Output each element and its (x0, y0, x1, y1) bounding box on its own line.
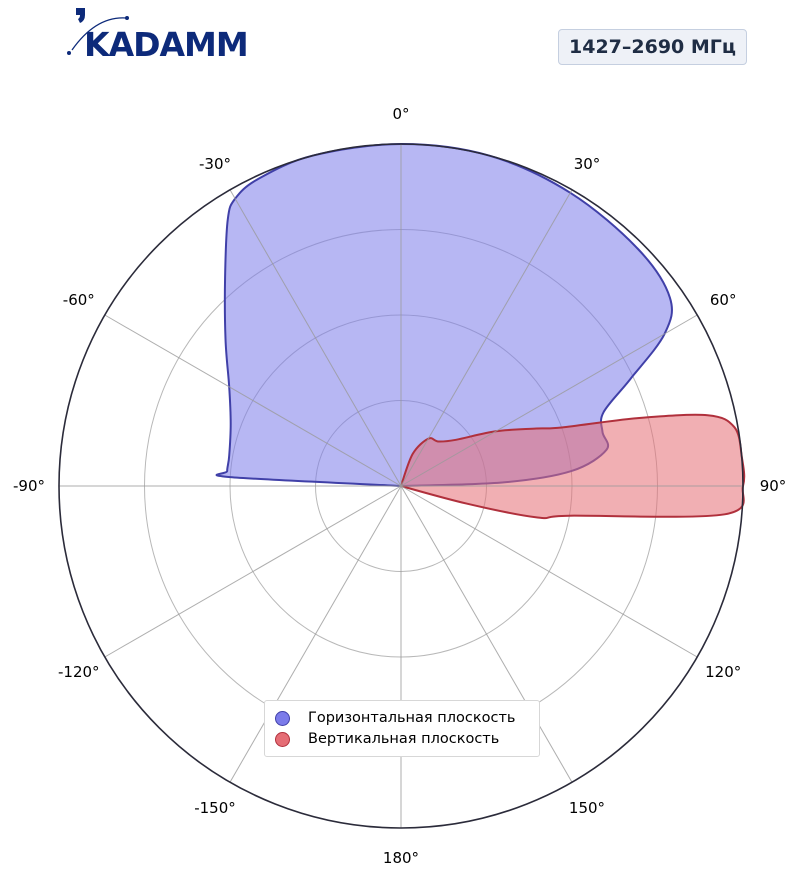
legend-label-horizontal: Горизонтальная плоскость (308, 710, 516, 726)
logo-mark: KADAMM (67, 8, 249, 64)
series-layer (215, 143, 746, 520)
angle-tick-label: -150° (194, 799, 236, 817)
angle-tick-labels: 0° 30° 60° 90° 120° 150° 180° -150° -120° -90° -60… (13, 105, 786, 867)
grid-spoke-7 (229, 485, 402, 783)
legend-item-vertical: Вертикальная плоскость (275, 729, 499, 749)
angle-tick-label: 120° (705, 663, 741, 681)
angle-tick-label: -30° (199, 155, 231, 173)
legend-item-horizontal: Горизонтальная плоскость (275, 708, 515, 728)
angle-tick-label: -90° (13, 477, 45, 495)
angle-tick-label: 180° (383, 849, 419, 867)
grid-spoke-2 (400, 314, 698, 487)
series-area-vertical (400, 413, 746, 520)
kadamm-logo: KADAMM (66, 6, 266, 64)
grid-spoke-11 (229, 189, 402, 487)
grid-spoke-5 (400, 485, 573, 783)
legend-marker-vertical (275, 731, 290, 747)
chart-legend: Горизонтальная плоскость Вертикальная пл… (264, 700, 540, 757)
angle-tick-label: 90° (760, 477, 787, 495)
outer-ring (58, 143, 744, 829)
polar-spokes (59, 144, 743, 828)
logo-text: KADAMM (84, 25, 248, 64)
grid-spoke-8 (104, 485, 402, 658)
angle-tick-label: 60° (710, 291, 737, 309)
grid-spoke-4 (400, 485, 698, 658)
grid-spoke-1 (400, 189, 573, 487)
frequency-band-label: 1427–2690 МГц (558, 29, 747, 65)
angle-tick-label: 0° (392, 105, 409, 123)
angle-tick-label: 30° (574, 155, 601, 173)
grid-spoke-10 (104, 314, 402, 487)
angle-tick-label: -60° (63, 291, 95, 309)
angle-tick-label: -120° (58, 663, 100, 681)
angle-tick-label: 150° (569, 799, 605, 817)
legend-marker-horizontal (275, 710, 290, 726)
legend-label-vertical: Вертикальная плоскость (308, 731, 500, 747)
